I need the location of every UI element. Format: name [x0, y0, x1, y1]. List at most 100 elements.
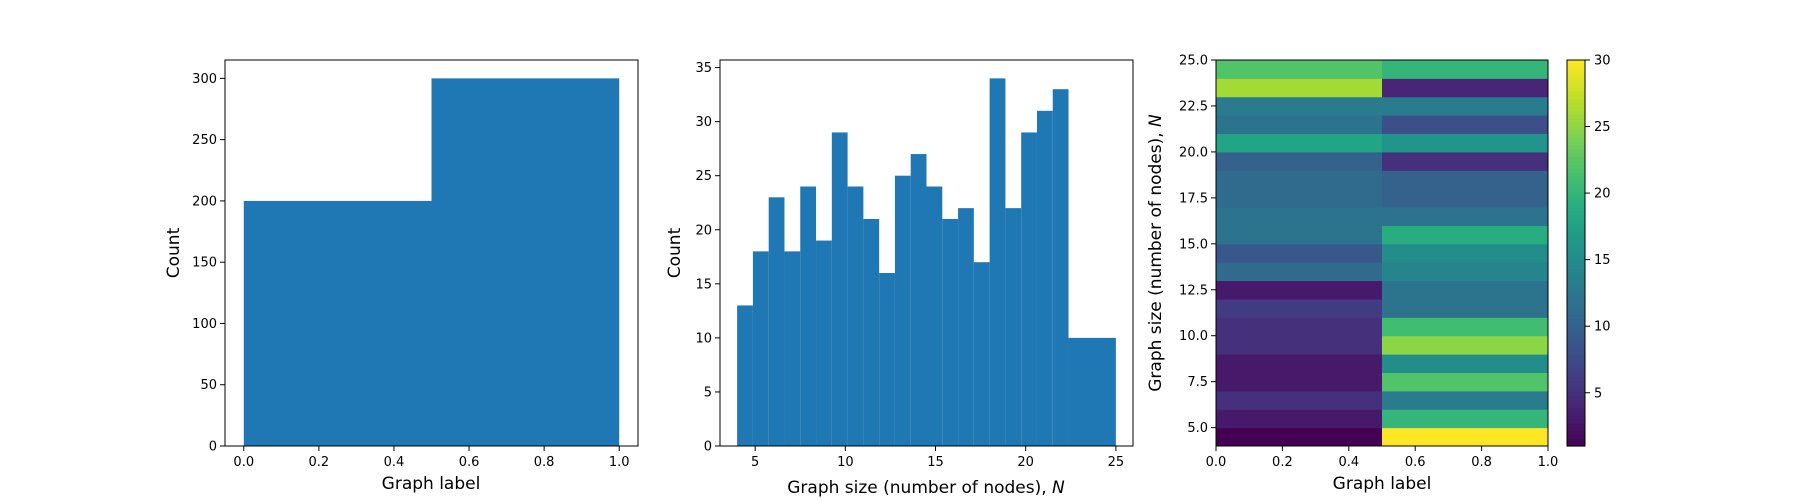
heatmap-cell	[1382, 335, 1549, 355]
colorbar-segment	[1567, 422, 1585, 428]
colorbar-segment	[1567, 125, 1585, 131]
colorbar-segment	[1567, 75, 1585, 80]
colorbar-segment	[1567, 260, 1585, 266]
heatmap-frame	[1215, 59, 1549, 447]
heatmap-cell	[1216, 390, 1383, 410]
heatmap-cell	[1216, 188, 1383, 208]
colorbar-segment	[1567, 291, 1585, 297]
colorbar: 5 10 15 20 25 30	[1566, 54, 1611, 447]
colorbar-segment	[1567, 133, 1585, 138]
y-tick-label: 50	[200, 378, 217, 393]
heatmap-cell	[1382, 60, 1549, 79]
heatmap-cell	[1216, 409, 1383, 429]
colorbar-ticks: 5 10 15 20 25 30	[1585, 54, 1611, 401]
colorbar-segment	[1567, 110, 1585, 115]
y-tick-label: 22.5	[1179, 99, 1208, 114]
colorbar-tick-label: 10	[1594, 320, 1611, 335]
label-histogram-frame	[224, 59, 639, 447]
colorbar-segment	[1567, 183, 1585, 188]
colorbar-segment	[1567, 237, 1585, 243]
y-tick-label: 250	[192, 133, 217, 148]
size-histogram-panel: 5 10 15 20 25 0 5 10 15 20 25 30 35 Graph size (num…	[665, 59, 1134, 498]
heatmap-cell	[1382, 298, 1549, 318]
y-tick-label: 5.0	[1187, 421, 1208, 436]
colorbar-segment	[1567, 361, 1585, 366]
colorbar-segment	[1567, 98, 1585, 104]
colorbar-segment	[1567, 152, 1585, 158]
y-tick-label: 100	[192, 317, 217, 332]
colorbar-segment	[1567, 442, 1585, 447]
y-tick-label: 15.0	[1179, 237, 1208, 252]
y-tick-label: 17.5	[1179, 191, 1208, 206]
colorbar-segment	[1567, 79, 1585, 84]
heatmap-cell	[1382, 96, 1549, 116]
size-histogram-bar	[1005, 208, 1022, 446]
colorbar-segment	[1567, 117, 1585, 123]
colorbar-segment	[1567, 141, 1585, 146]
heatmap-cell	[1216, 298, 1383, 318]
x-tick-label: 0.0	[233, 455, 254, 470]
colorbar-segment	[1567, 303, 1585, 308]
y-tick-label: 200	[192, 194, 217, 209]
y-tick-label: 30	[695, 115, 712, 130]
size-histogram-bars	[737, 78, 1116, 447]
size-histogram-x-axis-label-text: Graph size (number of nodes),	[787, 478, 1052, 498]
heatmap-cells	[1216, 60, 1549, 447]
colorbar-segment	[1567, 160, 1585, 165]
x-tick-label: 1.0	[1538, 455, 1559, 470]
y-tick-label: 5	[704, 385, 712, 400]
y-tick-label: 150	[192, 256, 217, 271]
size-histogram-bar	[800, 186, 817, 446]
heatmap-x-axis-label: Graph label	[1333, 474, 1432, 494]
colorbar-segment	[1567, 376, 1585, 381]
colorbar-segment	[1567, 268, 1585, 273]
colorbar-segment	[1567, 326, 1585, 331]
heatmap-cell	[1382, 151, 1549, 171]
x-tick-label: 0.0	[1206, 455, 1227, 470]
heatmap-cell	[1382, 372, 1549, 392]
heatmap-cell	[1216, 262, 1383, 282]
heatmap-panel: 0.0 0.2 0.4 0.6 0.8 1.0 5.0 7.5 10.0 12.5 15.0 17.…	[1146, 54, 1611, 495]
colorbar-segment	[1567, 388, 1585, 393]
heatmap-cell	[1216, 151, 1383, 171]
colorbar-segment	[1567, 102, 1585, 107]
heatmap-cell	[1216, 207, 1383, 226]
heatmap-cell	[1382, 225, 1549, 245]
colorbar-segment	[1567, 90, 1585, 96]
y-tick-label: 7.5	[1187, 375, 1208, 390]
colorbar-segment	[1567, 129, 1585, 134]
colorbar-segment	[1567, 283, 1585, 289]
colorbar-segment	[1567, 357, 1585, 362]
y-tick-label: 10.0	[1179, 329, 1208, 344]
colorbar-segment	[1567, 222, 1585, 227]
colorbar-segment	[1567, 299, 1585, 304]
heatmap-cell	[1216, 133, 1383, 153]
heatmap-cell	[1216, 243, 1383, 263]
heatmap-cell	[1382, 354, 1549, 373]
heatmap-cell	[1216, 317, 1383, 337]
colorbar-segment	[1567, 214, 1585, 219]
colorbar-segment	[1567, 341, 1585, 347]
x-tick-label: 10	[837, 455, 854, 470]
x-tick-label: 0.8	[1471, 455, 1492, 470]
colorbar-frame	[1566, 59, 1586, 447]
y-tick-label: 35	[695, 61, 712, 76]
colorbar-segment	[1567, 434, 1585, 439]
heatmap-cell	[1382, 390, 1549, 410]
colorbar-segment	[1567, 249, 1585, 254]
y-tick-label: 12.5	[1179, 283, 1208, 298]
colorbar-segment	[1567, 225, 1585, 231]
x-tick-label: 0.4	[384, 455, 405, 470]
size-histogram-bar	[831, 132, 848, 447]
size-histogram-bar	[894, 175, 911, 446]
colorbar-segment	[1567, 280, 1585, 285]
x-tick-label: 1.0	[609, 455, 630, 470]
colorbar-segment	[1567, 191, 1585, 196]
heatmap-y-axis-label-text: Graph size (number of nodes),	[1146, 127, 1166, 392]
heatmap-x-ticks: 0.0 0.2 0.4 0.6 0.8 1.0	[1206, 446, 1559, 470]
size-histogram-bar	[847, 186, 864, 446]
colorbar-gradient	[1567, 60, 1585, 447]
size-histogram-bar	[973, 262, 990, 446]
colorbar-segment	[1567, 60, 1585, 65]
y-tick-label: 25.0	[1179, 54, 1208, 69]
